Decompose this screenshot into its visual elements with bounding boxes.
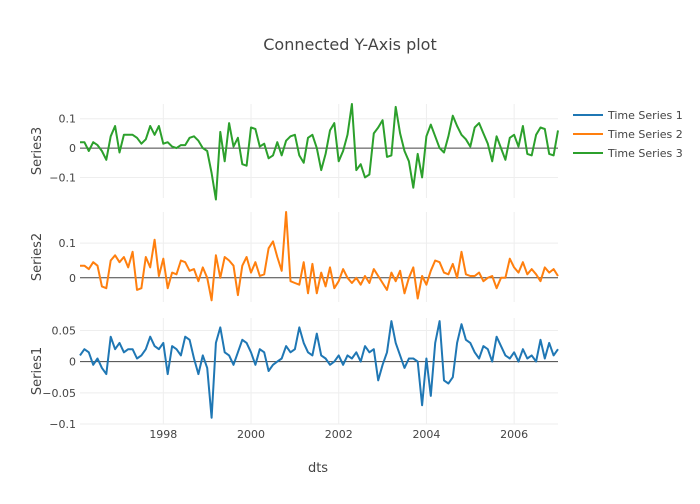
legend-label: Time Series 3 <box>607 147 683 160</box>
x-tick-label: 1998 <box>149 428 177 441</box>
y-axis-title: Series1 <box>30 347 45 395</box>
plot-panels: 0.1 0 −0.1 Series3 0.1 0 Series2 0.05 0 −0.05 −0.1… <box>30 103 559 431</box>
legend-item[interactable]: Time Series 3 <box>573 147 683 160</box>
y-tick-label: 0 <box>69 356 76 369</box>
panel-series3: 0.1 0 −0.1 Series3 <box>30 103 559 201</box>
legend-item[interactable]: Time Series 2 <box>573 128 683 141</box>
y-tick-label: −0.1 <box>49 171 76 184</box>
series-line <box>80 211 559 302</box>
y-axis-title: Series2 <box>30 233 45 281</box>
x-axis-title: dts <box>308 461 328 476</box>
x-tick-label: 2006 <box>500 428 528 441</box>
x-tick-label: 2000 <box>237 428 265 441</box>
series-line <box>80 103 559 201</box>
y-tick-label: 0 <box>69 142 76 155</box>
y-tick-label: 0 <box>69 272 76 285</box>
chart-title: Connected Y-Axis plot <box>263 35 436 54</box>
x-tick-label: 2004 <box>412 428 440 441</box>
y-tick-label: 0.05 <box>52 324 77 337</box>
x-axis: 1998 2000 2002 2004 2006 <box>149 428 528 441</box>
panel-series1: 0.05 0 −0.05 −0.1 Series1 <box>30 318 559 431</box>
y-tick-label: −0.1 <box>49 418 76 431</box>
legend-item[interactable]: Time Series 1 <box>573 109 683 122</box>
x-tick-label: 2002 <box>325 428 353 441</box>
legend-label: Time Series 1 <box>607 109 683 122</box>
y-tick-label: −0.05 <box>42 387 76 400</box>
y-tick-label: 0.1 <box>59 113 77 126</box>
legend[interactable]: Time Series 1 Time Series 2 Time Series 3 <box>573 109 683 160</box>
y-tick-label: 0.1 <box>59 237 77 250</box>
panel-series2: 0.1 0 Series2 <box>30 211 559 302</box>
y-axis-title: Series3 <box>30 127 45 175</box>
legend-label: Time Series 2 <box>607 128 683 141</box>
series-line <box>79 320 559 419</box>
